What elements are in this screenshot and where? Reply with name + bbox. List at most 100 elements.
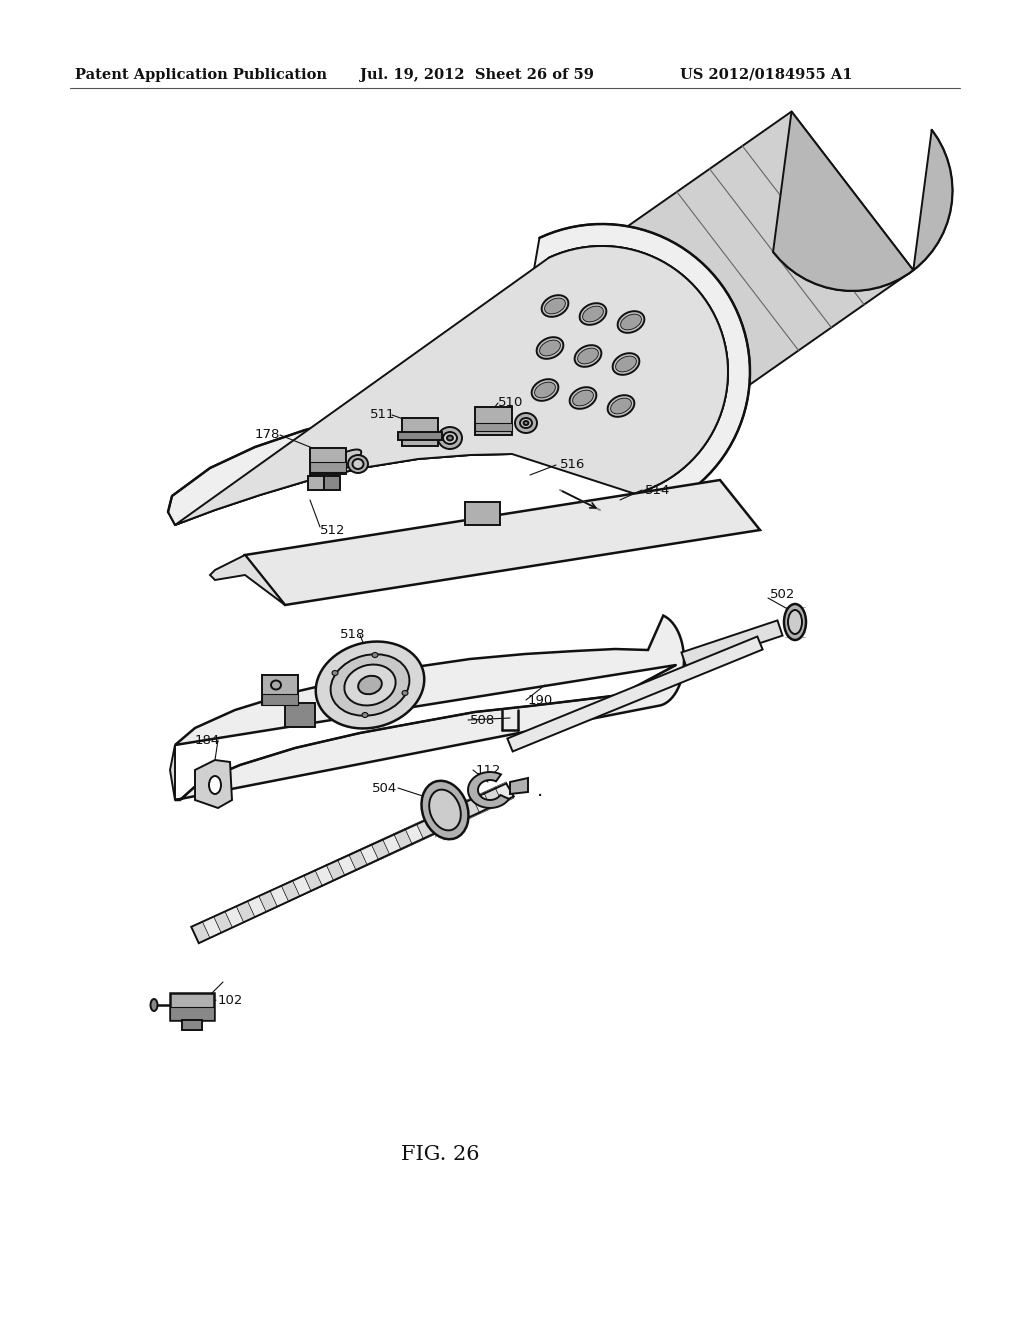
Polygon shape	[438, 808, 458, 829]
Text: 516: 516	[560, 458, 586, 471]
Polygon shape	[225, 906, 244, 928]
Polygon shape	[349, 849, 368, 871]
Polygon shape	[461, 797, 480, 818]
Polygon shape	[324, 477, 340, 490]
Text: 190: 190	[528, 693, 553, 706]
Polygon shape	[237, 902, 255, 923]
Ellipse shape	[331, 655, 410, 715]
Polygon shape	[472, 792, 492, 813]
Ellipse shape	[429, 789, 461, 830]
Polygon shape	[327, 859, 345, 880]
Text: 508: 508	[470, 714, 496, 726]
Polygon shape	[262, 694, 298, 705]
Polygon shape	[304, 870, 323, 891]
Polygon shape	[175, 615, 684, 800]
Polygon shape	[468, 772, 509, 808]
Polygon shape	[310, 462, 346, 473]
Polygon shape	[681, 620, 782, 668]
Ellipse shape	[443, 432, 457, 444]
Text: .: .	[537, 780, 543, 800]
Polygon shape	[465, 502, 500, 525]
Ellipse shape	[610, 399, 632, 414]
Ellipse shape	[372, 652, 378, 657]
Ellipse shape	[315, 642, 424, 729]
Polygon shape	[285, 704, 315, 727]
Polygon shape	[450, 803, 469, 824]
Ellipse shape	[362, 713, 368, 718]
Polygon shape	[360, 843, 379, 866]
Ellipse shape	[615, 356, 636, 372]
Polygon shape	[210, 554, 285, 605]
Polygon shape	[495, 781, 514, 804]
Polygon shape	[168, 224, 750, 525]
Ellipse shape	[612, 354, 639, 375]
Ellipse shape	[540, 341, 560, 356]
Polygon shape	[270, 886, 289, 907]
Ellipse shape	[574, 345, 601, 367]
Polygon shape	[203, 916, 221, 939]
Ellipse shape	[344, 664, 395, 705]
Ellipse shape	[358, 676, 382, 694]
Ellipse shape	[520, 418, 532, 428]
Ellipse shape	[578, 348, 598, 364]
Ellipse shape	[308, 450, 361, 483]
Polygon shape	[191, 921, 210, 944]
Polygon shape	[628, 111, 913, 385]
Polygon shape	[262, 675, 298, 705]
Ellipse shape	[537, 337, 563, 359]
Polygon shape	[338, 854, 356, 876]
Text: US 2012/0184955 A1: US 2012/0184955 A1	[680, 69, 853, 82]
Ellipse shape	[542, 296, 568, 317]
Polygon shape	[182, 1020, 202, 1030]
Ellipse shape	[617, 312, 644, 333]
Ellipse shape	[788, 610, 802, 634]
Ellipse shape	[545, 298, 565, 314]
Polygon shape	[214, 911, 232, 933]
Polygon shape	[507, 636, 763, 751]
Polygon shape	[475, 407, 512, 436]
Polygon shape	[175, 246, 728, 525]
Ellipse shape	[784, 605, 806, 640]
Polygon shape	[383, 834, 401, 855]
Polygon shape	[170, 993, 214, 1020]
Polygon shape	[308, 477, 324, 490]
Polygon shape	[170, 1007, 214, 1020]
Polygon shape	[483, 787, 503, 809]
Ellipse shape	[422, 780, 469, 840]
Text: 502: 502	[770, 589, 796, 602]
Text: 511: 511	[370, 408, 395, 421]
Ellipse shape	[209, 776, 221, 795]
Ellipse shape	[151, 999, 158, 1011]
Ellipse shape	[580, 304, 606, 325]
Polygon shape	[773, 111, 952, 290]
Text: 518: 518	[340, 628, 366, 642]
Polygon shape	[282, 880, 300, 902]
Text: 178: 178	[255, 429, 281, 441]
Polygon shape	[315, 865, 334, 886]
Polygon shape	[372, 838, 390, 861]
Text: 512: 512	[319, 524, 345, 536]
Text: Patent Application Publication: Patent Application Publication	[75, 69, 327, 82]
Polygon shape	[293, 875, 311, 896]
Ellipse shape	[348, 455, 368, 473]
Polygon shape	[195, 760, 232, 808]
Ellipse shape	[535, 381, 555, 397]
Polygon shape	[475, 422, 512, 432]
Text: 102: 102	[218, 994, 244, 1006]
Ellipse shape	[438, 426, 462, 449]
Text: 510: 510	[498, 396, 523, 409]
Text: 504: 504	[372, 781, 397, 795]
Ellipse shape	[607, 395, 635, 417]
Polygon shape	[310, 447, 346, 474]
Ellipse shape	[621, 314, 641, 330]
Ellipse shape	[531, 379, 558, 401]
Ellipse shape	[569, 387, 596, 409]
Ellipse shape	[332, 671, 338, 676]
Polygon shape	[416, 818, 435, 840]
Text: 184: 184	[195, 734, 220, 747]
Polygon shape	[394, 829, 413, 850]
Polygon shape	[404, 824, 424, 845]
Polygon shape	[510, 777, 528, 795]
Ellipse shape	[515, 413, 537, 433]
Ellipse shape	[402, 690, 408, 696]
